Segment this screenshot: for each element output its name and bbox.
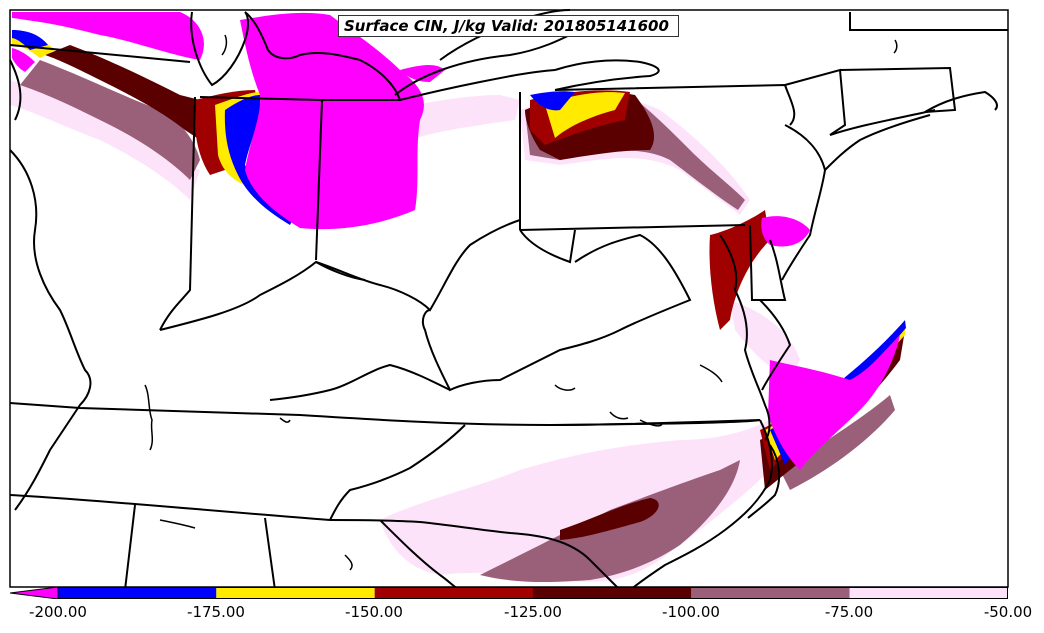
shade-red-bay	[709, 210, 770, 330]
colorbar-segment	[849, 587, 1008, 599]
al-ga-border	[264, 517, 276, 591]
river-detail-1	[144, 384, 154, 451]
shade-magenta-wi-lower	[12, 48, 35, 72]
va-nc-border	[549, 419, 761, 426]
outer-banks	[747, 444, 781, 519]
colorbar-tick-5: -100.00	[662, 603, 720, 621]
new-england-1	[784, 68, 847, 136]
colorbar-tick-4: -125.00	[504, 603, 562, 621]
river-detail-7	[279, 417, 291, 423]
colorbar-under-arrow	[10, 587, 59, 599]
colorbar-tick-7: -50.00	[983, 603, 1033, 621]
colorbar-segment	[374, 587, 533, 599]
shade-blue-wi	[12, 30, 48, 50]
map-title: Surface CIN, J/kg Valid: 201805141600	[338, 15, 679, 37]
river-detail-3	[554, 384, 576, 391]
new-england-2	[839, 66, 957, 113]
long-island	[829, 109, 936, 136]
colorbar-segment	[58, 587, 217, 599]
chesapeake-outline	[719, 234, 771, 441]
shade-darkred-midwest	[45, 45, 200, 140]
nj-outline	[781, 124, 827, 281]
de-outline	[749, 224, 787, 301]
river-detail-6	[344, 554, 353, 571]
lake-ontario-outline	[554, 59, 660, 91]
ontario-outline	[394, 29, 581, 96]
river-detail-4	[609, 411, 629, 420]
colorbar-tick-3: -150.00	[345, 603, 403, 621]
colorbar-segment	[691, 587, 850, 599]
colorbar-segment	[216, 587, 375, 599]
il-wi-border	[9, 44, 191, 63]
tn-south-border	[9, 494, 331, 521]
oh-ky-river	[315, 261, 366, 281]
shade-magenta-delmarva	[768, 335, 900, 470]
shade-magenta-wi	[12, 12, 204, 60]
il-in-border	[159, 96, 196, 331]
cin-shading	[10, 12, 906, 583]
lake-michigan-outline	[190, 11, 249, 87]
michigan-outline	[199, 11, 402, 101]
lake-erie-outline	[399, 69, 556, 101]
shade-mauve-midwest	[20, 60, 200, 180]
river-detail-5	[639, 419, 663, 427]
shade-magenta-erie	[400, 65, 445, 82]
river-detail-8	[221, 34, 228, 56]
in-oh-border	[315, 99, 323, 261]
state-boundaries	[9, 9, 1008, 591]
nc-sc-border	[329, 519, 621, 591]
wv-outline	[421, 229, 692, 392]
tn-nc-border	[329, 424, 466, 521]
shade-magenta-lakes	[240, 12, 424, 230]
shade-mauve-coast	[780, 395, 895, 490]
ma-coast	[924, 90, 998, 113]
shade-pink-delmarva	[730, 300, 800, 380]
colorbar-tick-2: -175.00	[187, 603, 245, 621]
il-west-border	[9, 59, 22, 121]
va-ky-border	[269, 363, 451, 401]
hydro-details	[144, 34, 898, 571]
colorbar-tick-6: -75.00	[824, 603, 874, 621]
mississippi-river	[9, 149, 92, 511]
ny-coast	[824, 114, 931, 171]
colorbar-svg	[10, 587, 1008, 599]
delmarva-outline	[759, 299, 792, 391]
river-detail-2	[159, 519, 196, 529]
shade-blue-penn	[530, 91, 575, 111]
shade-magenta-nj	[761, 216, 810, 247]
shade-blue-midwest	[224, 95, 295, 225]
ms-al-border	[124, 504, 136, 591]
colorbar-segment	[533, 587, 692, 599]
colorbar	[10, 587, 1008, 599]
colorbar-tick-1: -200.00	[29, 603, 87, 621]
nc-coast	[629, 419, 773, 591]
river-detail-9	[893, 39, 898, 54]
pa-south-border	[519, 224, 746, 231]
colorbar-border	[57, 587, 1008, 599]
shade-darkred-carolina	[560, 498, 659, 540]
river-detail-10	[699, 364, 723, 383]
new-england-3	[849, 12, 1008, 31]
shade-pink-upper-midwest	[10, 80, 200, 200]
ohio-river	[159, 219, 521, 331]
